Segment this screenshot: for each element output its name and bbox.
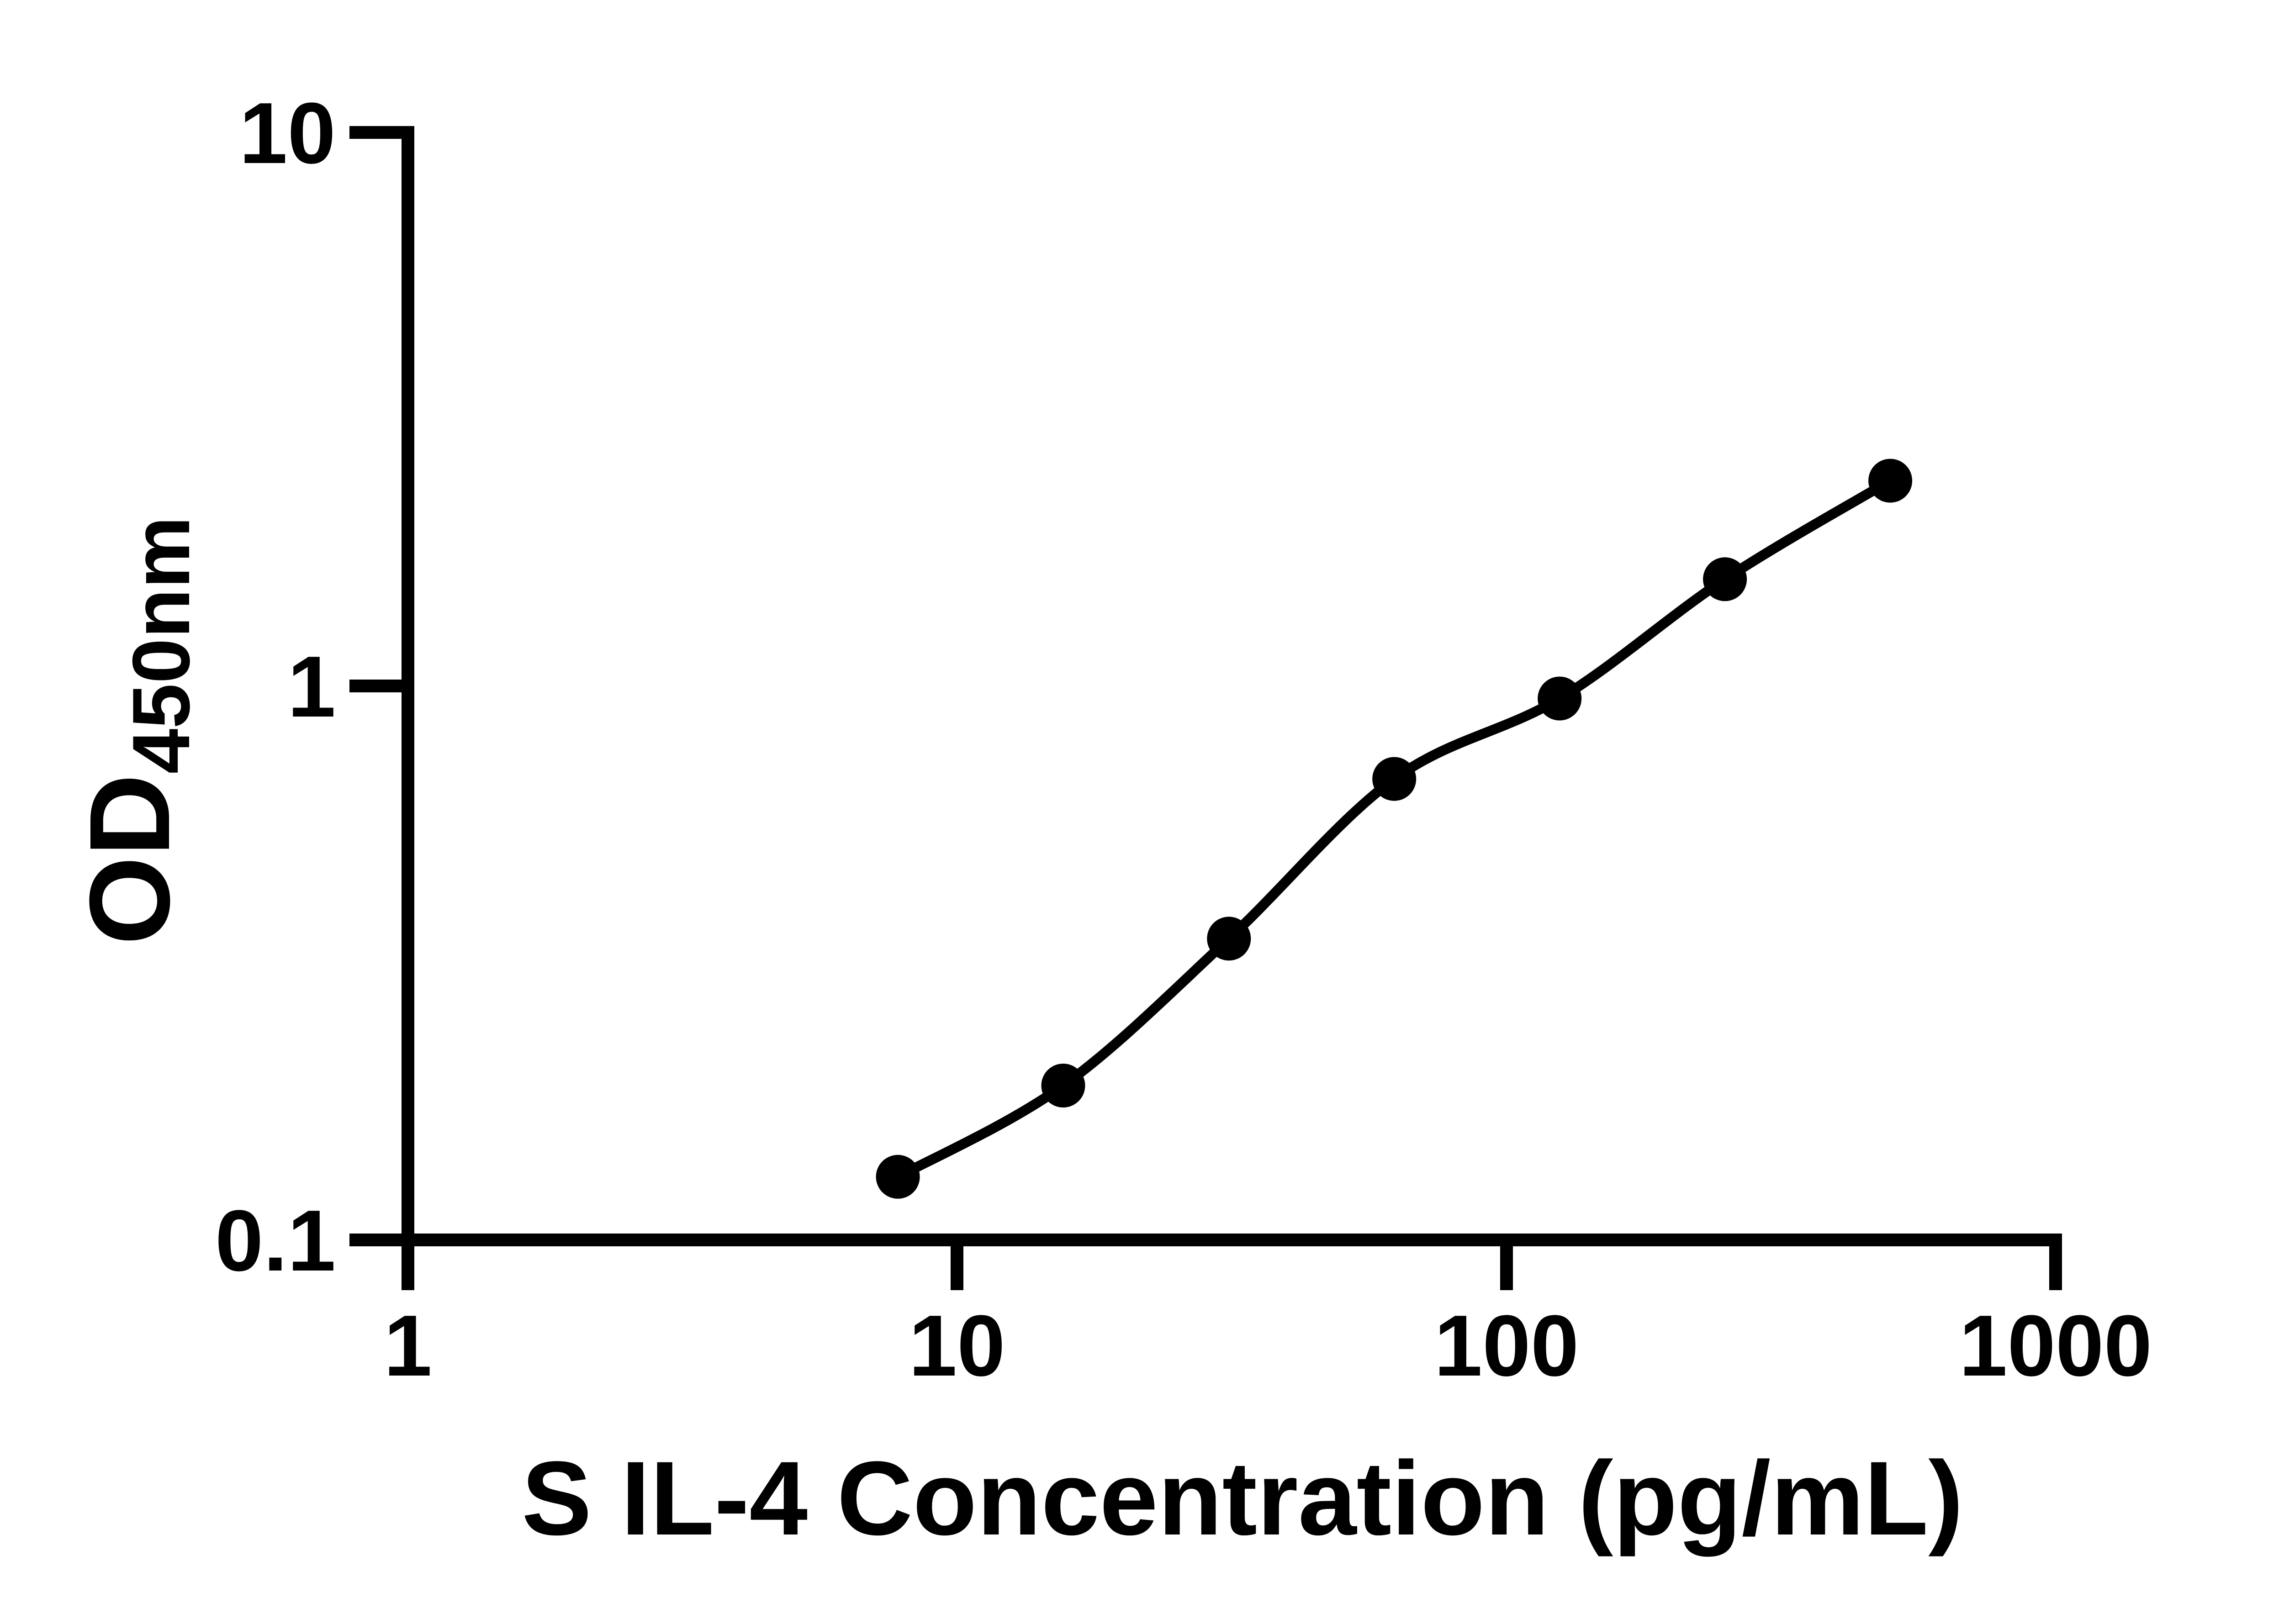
- x-axis-title: S IL-4 Concentration (pg/mL): [522, 1439, 1963, 1557]
- y-axis-tick-labels: 10 1 0.1: [215, 85, 336, 1289]
- axes: [349, 126, 2062, 1290]
- x-tick-label-100: 100: [1434, 1297, 1579, 1394]
- x-axis-tick-labels: 1 10 100 1000: [384, 1297, 2152, 1394]
- y-tick-label-1: 1: [287, 638, 336, 735]
- data-point-marker: [1868, 459, 1913, 503]
- data-point-marker: [1041, 1064, 1085, 1107]
- x-tick-label-10: 10: [909, 1297, 1005, 1394]
- x-tick-label-1: 1: [384, 1297, 432, 1394]
- data-point-marker: [1538, 676, 1582, 721]
- x-axis-tick-marks: [402, 1240, 2062, 1290]
- y-tick-label-0-1: 0.1: [215, 1192, 336, 1289]
- data-point-marker: [1372, 757, 1417, 801]
- x-tick-label-1000: 1000: [1959, 1297, 2152, 1394]
- y-axis-tick-marks: [349, 126, 408, 1246]
- y-axis-title-subscript: 450nm: [116, 517, 206, 774]
- data-point-marker: [1207, 917, 1251, 961]
- y-tick-label-10: 10: [239, 85, 336, 182]
- y-axis-title: OD450nm: [66, 517, 206, 945]
- data-point-marker: [876, 1155, 920, 1199]
- data-points: [876, 459, 1913, 1199]
- y-axis-title-main: OD: [66, 774, 193, 945]
- data-point-marker: [1703, 557, 1747, 601]
